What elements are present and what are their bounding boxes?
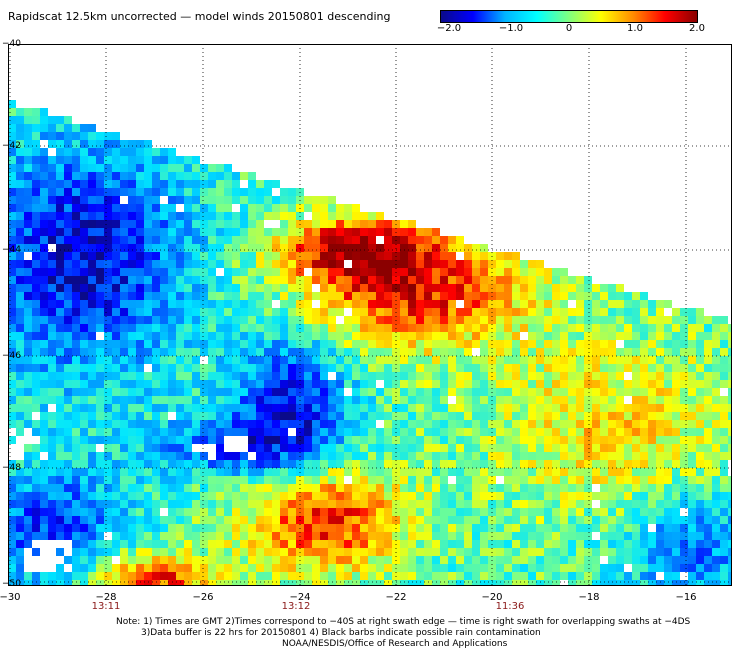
wind-difference-map xyxy=(8,44,732,586)
lon-label: −24 xyxy=(289,592,311,603)
colorbar-tick: 2.0 xyxy=(689,23,705,34)
colorbar-tick: 1.0 xyxy=(627,23,643,34)
pass-time: 13:11 xyxy=(91,601,121,612)
footnote-line-1: Note: 1) Times are GMT 2)Times correspon… xyxy=(116,617,691,627)
lon-label: −30 xyxy=(0,592,21,603)
map-title: Rapidscat 12.5km uncorrected — model win… xyxy=(8,10,391,23)
colorbar-tick: −2.0 xyxy=(436,23,462,34)
lon-label: −20 xyxy=(481,592,503,603)
lon-label: −26 xyxy=(192,592,214,603)
lon-label: −16 xyxy=(675,592,697,603)
lon-label: −22 xyxy=(385,592,407,603)
swath-cells xyxy=(8,100,732,586)
colorbar xyxy=(440,10,698,23)
lat-label: −42 xyxy=(2,141,21,151)
footnote-line-3: NOAA/NESDIS/Office of Research and Appli… xyxy=(282,639,508,649)
footnote-line-2: 3)Data buffer is 22 hrs for 20150801 4) … xyxy=(141,628,541,638)
lat-label: −40 xyxy=(2,39,21,49)
pass-time: 11:36 xyxy=(495,601,525,612)
lon-label: −28 xyxy=(95,592,117,603)
lat-label: −44 xyxy=(2,245,21,255)
lat-label: −48 xyxy=(2,463,21,473)
map-frame xyxy=(8,44,732,586)
lat-label: −46 xyxy=(2,351,21,361)
colorbar-tick: −1.0 xyxy=(498,23,524,34)
colorbar-tick: 0 xyxy=(565,23,573,34)
lat-label: −50 xyxy=(2,579,21,589)
map-gridlines xyxy=(8,44,732,586)
pass-time: 13:12 xyxy=(281,601,311,612)
lon-label: −18 xyxy=(578,592,600,603)
